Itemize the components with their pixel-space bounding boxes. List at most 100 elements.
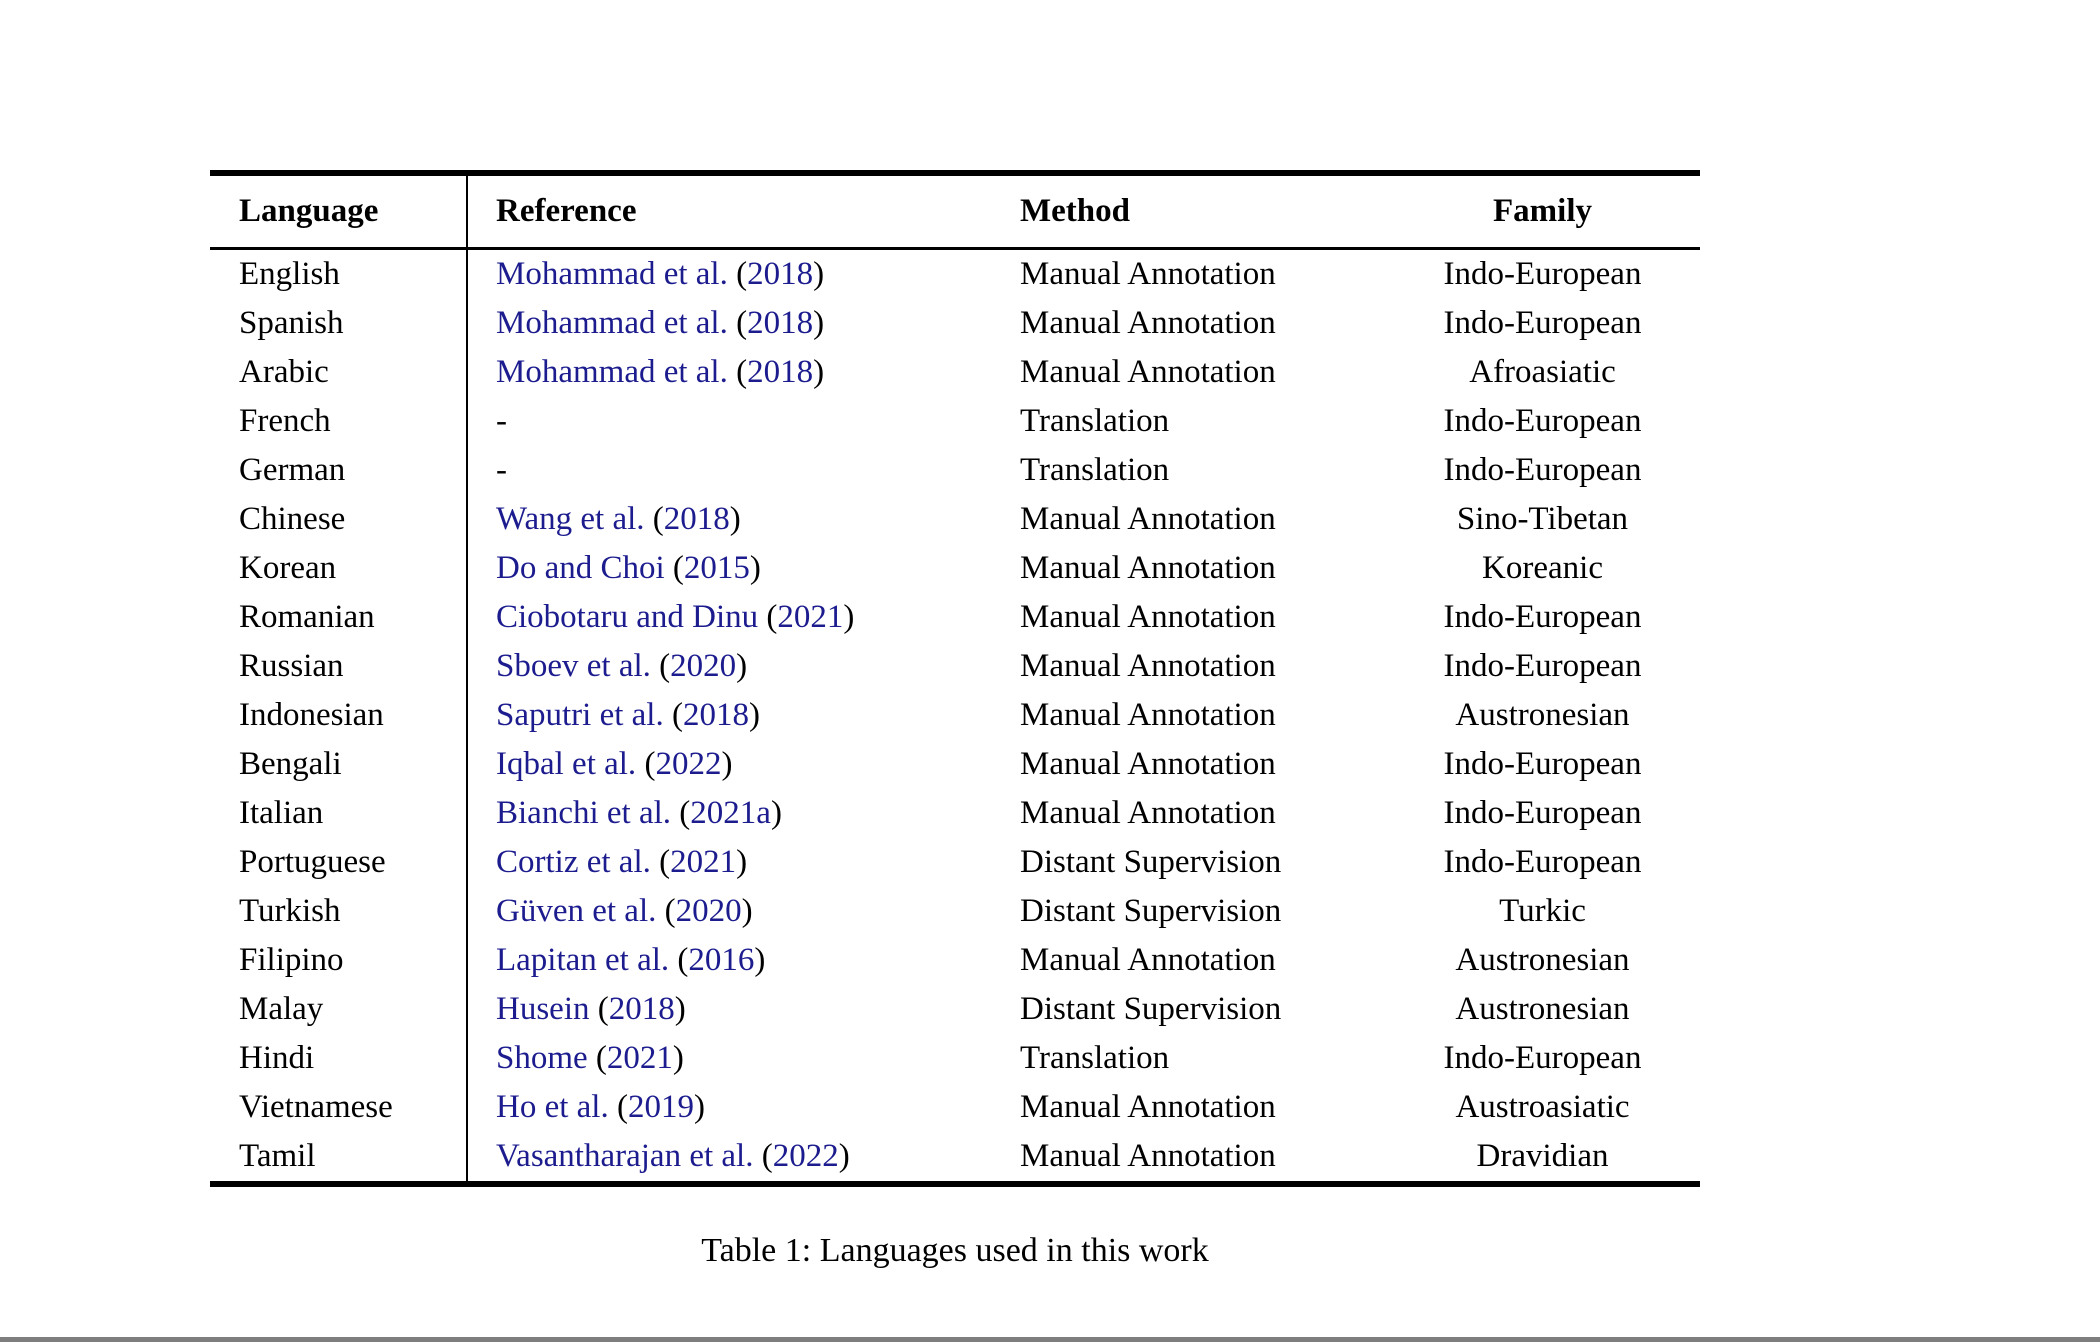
citation-link[interactable]: Cortiz et al. [496,844,651,880]
citation-paren-close: ) [672,1040,684,1076]
family-cell: Turkic [1499,893,1586,929]
language-cell: Russian [239,648,344,684]
method-cell: Distant Supervision [1020,991,1282,1027]
citation-year-link[interactable]: 2020 [670,648,737,684]
table-row: Russian Sboev et al. (2020) Manual Annotat… [210,642,1700,691]
citation-link[interactable]: Mohammad et al. [496,256,728,292]
citation-link[interactable]: Sboev et al. [496,648,651,684]
method-cell: Manual Annotation [1020,795,1276,831]
reference-cell: Mohammad et al. (2018) [466,348,1000,397]
reference-cell: Husein (2018) [466,985,1000,1034]
table-row: German - Translation Indo-European [210,446,1700,495]
citation-year-link[interactable]: 2018 [747,305,814,341]
no-reference-dash: - [496,403,507,439]
no-reference-dash: - [496,452,507,488]
citation-paren-open: ( [644,501,664,537]
citation-paren-open: ( [650,844,671,880]
language-cell: Romanian [239,599,375,635]
citation-paren-open: ( [664,550,684,586]
reference-cell: Mohammad et al. (2018) [466,248,1000,299]
language-cell: Vietnamese [239,1089,393,1125]
citation-paren-close: ) [736,648,748,684]
table-row: French - Translation Indo-European [210,397,1700,446]
method-cell: Manual Annotation [1020,256,1276,292]
reference-cell: Cortiz et al. (2021) [466,838,1000,887]
header-family: Family [1385,170,1700,250]
citation-paren-open: ( [758,599,778,635]
citation-paren-open: ( [671,795,691,831]
citation-year-link[interactable]: 2018 [608,991,675,1027]
family-cell: Dravidian [1385,1132,1700,1187]
citation-year-link[interactable]: 2021 [777,599,844,635]
citation-link[interactable]: Wang et al. [496,501,645,537]
table-row: Vietnamese Ho et al. (2019) Manual Annotat… [210,1083,1700,1132]
citation-link[interactable]: Saputri et al. [496,697,664,733]
family-cell: Indo-European [1443,403,1642,439]
citation-link[interactable]: Bianchi et al. [496,795,672,831]
citation-year-link[interactable]: 2021a [690,795,771,831]
citation-year-link[interactable]: 2018 [682,697,749,733]
family-cell: Koreanic [1482,550,1603,586]
citation-link[interactable]: Do and Choi [496,550,665,586]
citation-link[interactable]: Iqbal et al. [496,746,637,782]
language-cell: English [239,256,340,292]
method-cell: Manual Annotation [1020,1089,1276,1125]
citation-paren-open: ( [663,697,683,733]
page-divider-line [0,1337,2100,1342]
method-cell: Manual Annotation [1020,550,1276,586]
method-cell: Distant Supervision [1020,893,1282,929]
family-cell: Austronesian [1455,991,1630,1027]
table-body: English Mohammad et al. (2018) Manual Anno… [210,248,1700,1187]
citation-paren-close: ) [813,354,825,390]
citation-link[interactable]: Shome [496,1040,588,1076]
citation-year-link[interactable]: 2021 [606,1040,673,1076]
language-cell: Indonesian [239,697,384,733]
citation-paren-close: ) [838,1138,850,1174]
citation-paren-open: ( [650,648,671,684]
method-cell: Distant Supervision [1020,844,1282,880]
languages-table: Language Reference Method Family English… [210,170,1700,1187]
citation-link[interactable]: Mohammad et al. [496,354,728,390]
citation-year-link[interactable]: 2018 [663,501,730,537]
citation-paren-close: ) [693,1089,705,1125]
citation-year-link[interactable]: 2020 [675,893,742,929]
family-cell: Indo-European [1443,256,1642,292]
header-row: Language Reference Method Family [210,170,1700,250]
family-cell: Indo-European [1443,305,1642,341]
citation-year-link[interactable]: 2022 [772,1138,839,1174]
citation-year-link[interactable]: 2015 [683,550,750,586]
table-row: Bengali Iqbal et al. (2022) Manual Annotat… [210,740,1700,789]
citation-link[interactable]: Ciobotaru and Dinu [496,599,759,635]
language-cell: Turkish [239,893,341,929]
table-row: English Mohammad et al. (2018) Manual Anno… [210,248,1700,299]
header-reference: Reference [466,170,1000,250]
citation-link[interactable]: Husein [496,991,590,1027]
citation-paren-open: ( [727,354,748,390]
language-cell: Spanish [239,305,344,341]
citation-paren-open: ( [727,305,748,341]
citation-link[interactable]: Güven et al. [496,893,657,929]
method-cell: Manual Annotation [1020,599,1276,635]
header-method: Method [1000,170,1385,250]
language-cell: Portuguese [239,844,386,880]
citation-link[interactable]: Mohammad et al. [496,305,728,341]
citation-link[interactable]: Lapitan et al. [496,942,670,978]
table-row: Romanian Ciobotaru and Dinu (2021) Manual … [210,593,1700,642]
citation-year-link[interactable]: 2021 [670,844,737,880]
citation-year-link[interactable]: 2016 [688,942,755,978]
citation-paren-open: ( [753,1138,773,1174]
reference-cell: - [466,397,1000,446]
reference-cell: Saputri et al. (2018) [466,691,1000,740]
citation-year-link[interactable]: 2022 [655,746,722,782]
method-cell: Manual Annotation [1020,354,1276,390]
table-row: Italian Bianchi et al. (2021a) Manual Anno… [210,789,1700,838]
citation-link[interactable]: Vasantharajan et al. [496,1138,754,1174]
citation-year-link[interactable]: 2018 [747,354,814,390]
language-cell: Malay [239,991,324,1027]
citation-year-link[interactable]: 2019 [627,1089,694,1125]
reference-cell: - [466,446,1000,495]
citation-link[interactable]: Ho et al. [496,1089,609,1125]
family-cell: Indo-European [1443,648,1642,684]
citation-year-link[interactable]: 2018 [747,256,814,292]
method-cell: Manual Annotation [1020,697,1276,733]
